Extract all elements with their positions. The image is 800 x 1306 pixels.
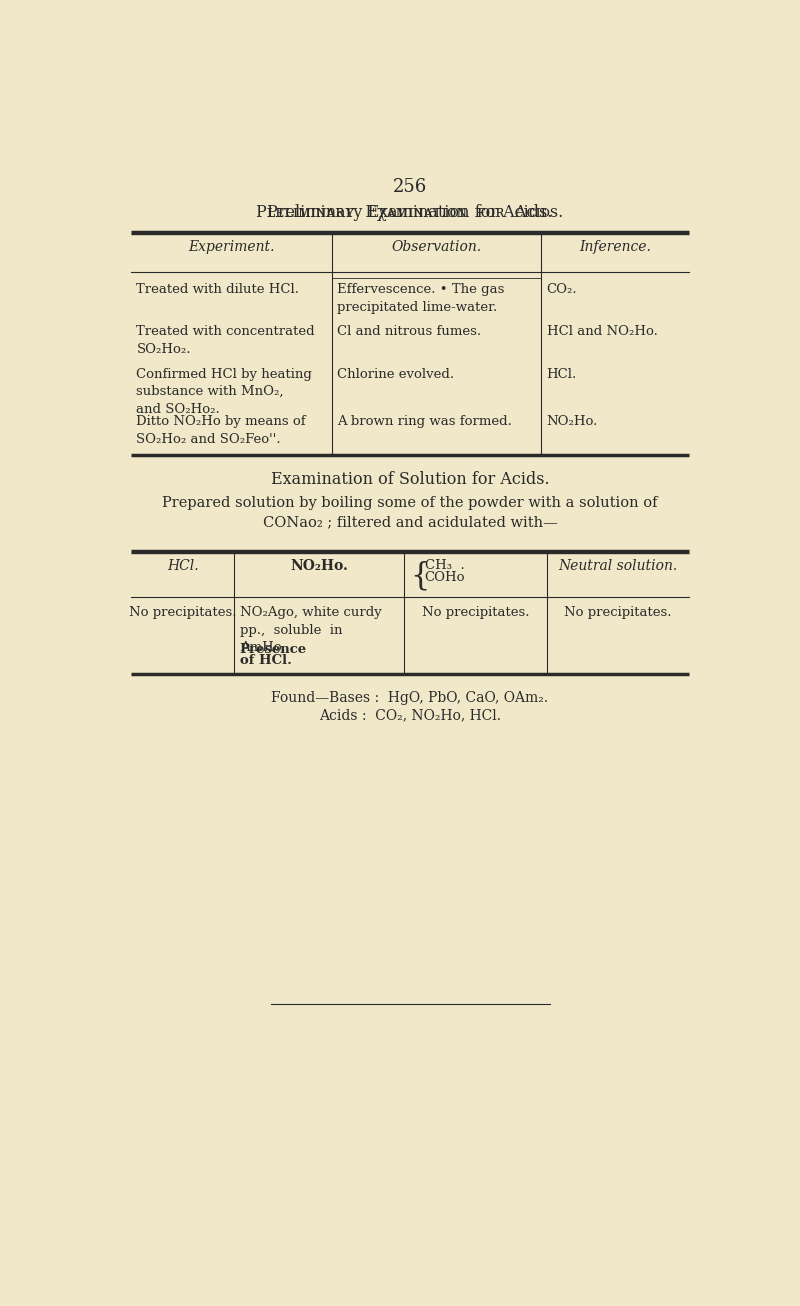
Text: Effervescence. • The gas
precipitated lime-water.: Effervescence. • The gas precipitated li… bbox=[338, 283, 505, 313]
Text: Prepared solution by boiling some of the powder with a solution of
CONao₂ ; filt: Prepared solution by boiling some of the… bbox=[162, 495, 658, 529]
Text: Presence: Presence bbox=[240, 643, 306, 656]
Text: Experiment.: Experiment. bbox=[188, 240, 274, 253]
Text: Acids :  CO₂, NO₂Ho, HCl.: Acids : CO₂, NO₂Ho, HCl. bbox=[319, 708, 501, 722]
Text: HCl.: HCl. bbox=[167, 559, 198, 572]
Text: CH₃  .: CH₃ . bbox=[425, 559, 464, 572]
Text: NO₂Ho.: NO₂Ho. bbox=[290, 559, 348, 572]
Text: 256: 256 bbox=[393, 179, 427, 196]
Text: CO₂.: CO₂. bbox=[546, 283, 577, 296]
Text: Preliminary Examination for Acids.: Preliminary Examination for Acids. bbox=[267, 205, 553, 222]
Text: Confirmed HCl by heating
substance with MnO₂,
and SO₂Ho₂.: Confirmed HCl by heating substance with … bbox=[137, 368, 312, 415]
Text: {: { bbox=[410, 560, 430, 592]
Text: Ditto NO₂Ho by means of
SO₂Ho₂ and SO₂Feo''.: Ditto NO₂Ho by means of SO₂Ho₂ and SO₂Fe… bbox=[137, 415, 306, 445]
Text: COHo: COHo bbox=[425, 571, 465, 584]
Text: Observation.: Observation. bbox=[391, 240, 482, 253]
Text: Examination of Solution for Acids.: Examination of Solution for Acids. bbox=[270, 471, 550, 488]
Text: No precipitates.: No precipitates. bbox=[564, 606, 672, 619]
Text: HCl and NO₂Ho.: HCl and NO₂Ho. bbox=[546, 325, 658, 338]
Text: Treated with concentrated
SO₂Ho₂.: Treated with concentrated SO₂Ho₂. bbox=[137, 325, 315, 355]
Text: HCl.: HCl. bbox=[546, 368, 577, 381]
Text: No precipitates.: No precipitates. bbox=[422, 606, 530, 619]
Text: No precipitates.: No precipitates. bbox=[129, 606, 236, 619]
Text: Cl and nitrous fumes.: Cl and nitrous fumes. bbox=[338, 325, 482, 338]
Text: Found—Bases :  HgO, PbO, CaO, OAm₂.: Found—Bases : HgO, PbO, CaO, OAm₂. bbox=[271, 691, 549, 705]
Text: NO₂Ho.: NO₂Ho. bbox=[546, 415, 598, 428]
Text: Pʟᴇʟɪᴍɪɴᴀʀʏ  Eχᴀᴍɪɴᴀᴛɪᴏɴ  ғᴏʀ  Aᴄɪᴅѕ.: Pʟᴇʟɪᴍɪɴᴀʀʏ Eχᴀᴍɪɴᴀᴛɪᴏɴ ғᴏʀ Aᴄɪᴅѕ. bbox=[256, 205, 564, 222]
Text: A brown ring was formed.: A brown ring was formed. bbox=[338, 415, 512, 428]
Text: of HCl.: of HCl. bbox=[240, 654, 291, 667]
Text: Inference.: Inference. bbox=[579, 240, 651, 253]
Text: Chlorine evolved.: Chlorine evolved. bbox=[338, 368, 454, 381]
Text: NO₂Ago, white curdy
pp.,  soluble  in
AmHo.: NO₂Ago, white curdy pp., soluble in AmHo… bbox=[240, 606, 382, 654]
Text: Neutral solution.: Neutral solution. bbox=[558, 559, 678, 572]
Text: Treated with dilute HCl.: Treated with dilute HCl. bbox=[137, 283, 299, 296]
